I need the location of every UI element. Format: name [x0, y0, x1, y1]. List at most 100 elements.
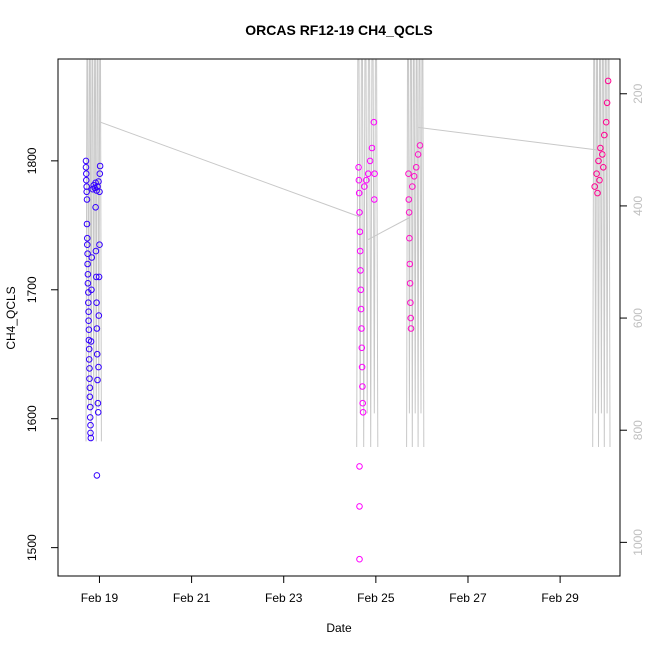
- data-point: [407, 299, 414, 307]
- data-point: [594, 189, 601, 197]
- data-point: [600, 164, 607, 171]
- data-point: [363, 176, 370, 184]
- data-point: [84, 234, 91, 242]
- data-point: [407, 314, 415, 322]
- data-point: [366, 157, 374, 165]
- right-tick-label: 600: [631, 308, 645, 328]
- data-point: [87, 421, 94, 429]
- pressure-profile: [85, 59, 102, 442]
- data-point: [364, 170, 372, 177]
- x-axis-label: Date: [326, 621, 352, 635]
- data-point: [602, 118, 610, 126]
- data-point: [86, 375, 93, 383]
- data-point: [356, 247, 364, 255]
- data-point: [96, 241, 103, 248]
- x-tick-label: Feb 29: [541, 591, 579, 605]
- data-point: [95, 273, 103, 281]
- data-point: [412, 164, 420, 171]
- data-point: [356, 503, 363, 510]
- data-point: [83, 196, 91, 203]
- data-point: [96, 162, 104, 170]
- data-point: [85, 326, 93, 334]
- data-point: [370, 118, 378, 126]
- data-point: [85, 345, 93, 353]
- x-axis: Feb 19 Feb 21 Feb 23 Feb 25 Feb 27 Feb 29: [81, 576, 579, 605]
- data-point: [356, 463, 363, 470]
- data-point: [87, 338, 95, 345]
- data-point: [94, 409, 102, 416]
- data-point: [357, 305, 365, 313]
- data-point: [92, 204, 99, 211]
- pressure-transit-line: [99, 121, 361, 218]
- data-point: [591, 183, 599, 190]
- data-point: [95, 178, 102, 185]
- chart-title: ORCAS RF12-19 CH4_QCLS: [245, 22, 433, 38]
- data-point: [406, 260, 414, 268]
- data-point: [93, 273, 100, 281]
- data-point: [405, 196, 413, 203]
- data-point: [93, 472, 101, 479]
- data-point: [94, 399, 102, 407]
- data-point: [93, 350, 101, 358]
- data-point: [84, 260, 91, 268]
- data-points: [82, 77, 612, 563]
- x-tick-label: Feb 25: [357, 591, 395, 605]
- data-point: [84, 271, 92, 278]
- data-point: [86, 365, 93, 372]
- data-point: [599, 151, 606, 158]
- data-point: [601, 131, 608, 139]
- data-point: [355, 164, 362, 171]
- right-tick-label: 400: [631, 196, 645, 216]
- data-point: [357, 286, 365, 294]
- data-point: [83, 220, 91, 228]
- data-point: [85, 356, 93, 363]
- data-point: [358, 363, 366, 371]
- data-point: [86, 414, 94, 421]
- data-point: [83, 170, 90, 177]
- data-point: [95, 312, 103, 319]
- data-point: [88, 286, 95, 294]
- data-point: [361, 183, 368, 190]
- right-axis: 200 400 600 800 1000: [620, 83, 645, 556]
- data-point: [92, 247, 100, 255]
- data-point: [359, 399, 367, 407]
- data-point: [595, 157, 602, 165]
- data-point: [603, 99, 611, 107]
- data-point: [358, 344, 366, 352]
- pressure-transit-line: [418, 126, 597, 151]
- data-point: [96, 170, 104, 177]
- y-tick-label: 1500: [25, 534, 39, 561]
- data-point: [86, 384, 94, 392]
- data-point: [85, 308, 92, 316]
- x-tick-label: Feb 21: [173, 591, 211, 605]
- plot-frame: [57, 58, 621, 577]
- data-point: [407, 325, 415, 332]
- data-point: [406, 234, 413, 242]
- data-point: [93, 299, 100, 307]
- data-point: [593, 170, 600, 177]
- data-point: [85, 317, 92, 325]
- pressure-transit-line: [367, 216, 411, 240]
- data-point: [371, 170, 378, 177]
- right-tick-label: 800: [631, 420, 645, 440]
- data-point: [359, 383, 366, 390]
- data-point: [359, 409, 367, 416]
- data-point: [406, 280, 414, 287]
- y-tick-label: 1600: [25, 405, 39, 432]
- data-point: [604, 77, 612, 85]
- right-tick-label: 200: [631, 83, 645, 103]
- data-point: [88, 254, 96, 261]
- right-tick-label: 1000: [631, 529, 645, 556]
- data-point: [355, 189, 363, 197]
- data-point: [409, 183, 416, 190]
- data-point: [87, 434, 95, 442]
- data-point: [356, 555, 363, 563]
- data-point: [355, 176, 363, 184]
- data-point: [357, 267, 364, 274]
- pressure-profile: [406, 59, 425, 448]
- x-tick-label: Feb 19: [81, 591, 119, 605]
- data-point: [405, 170, 412, 177]
- data-point: [93, 325, 101, 332]
- data-point: [83, 176, 90, 184]
